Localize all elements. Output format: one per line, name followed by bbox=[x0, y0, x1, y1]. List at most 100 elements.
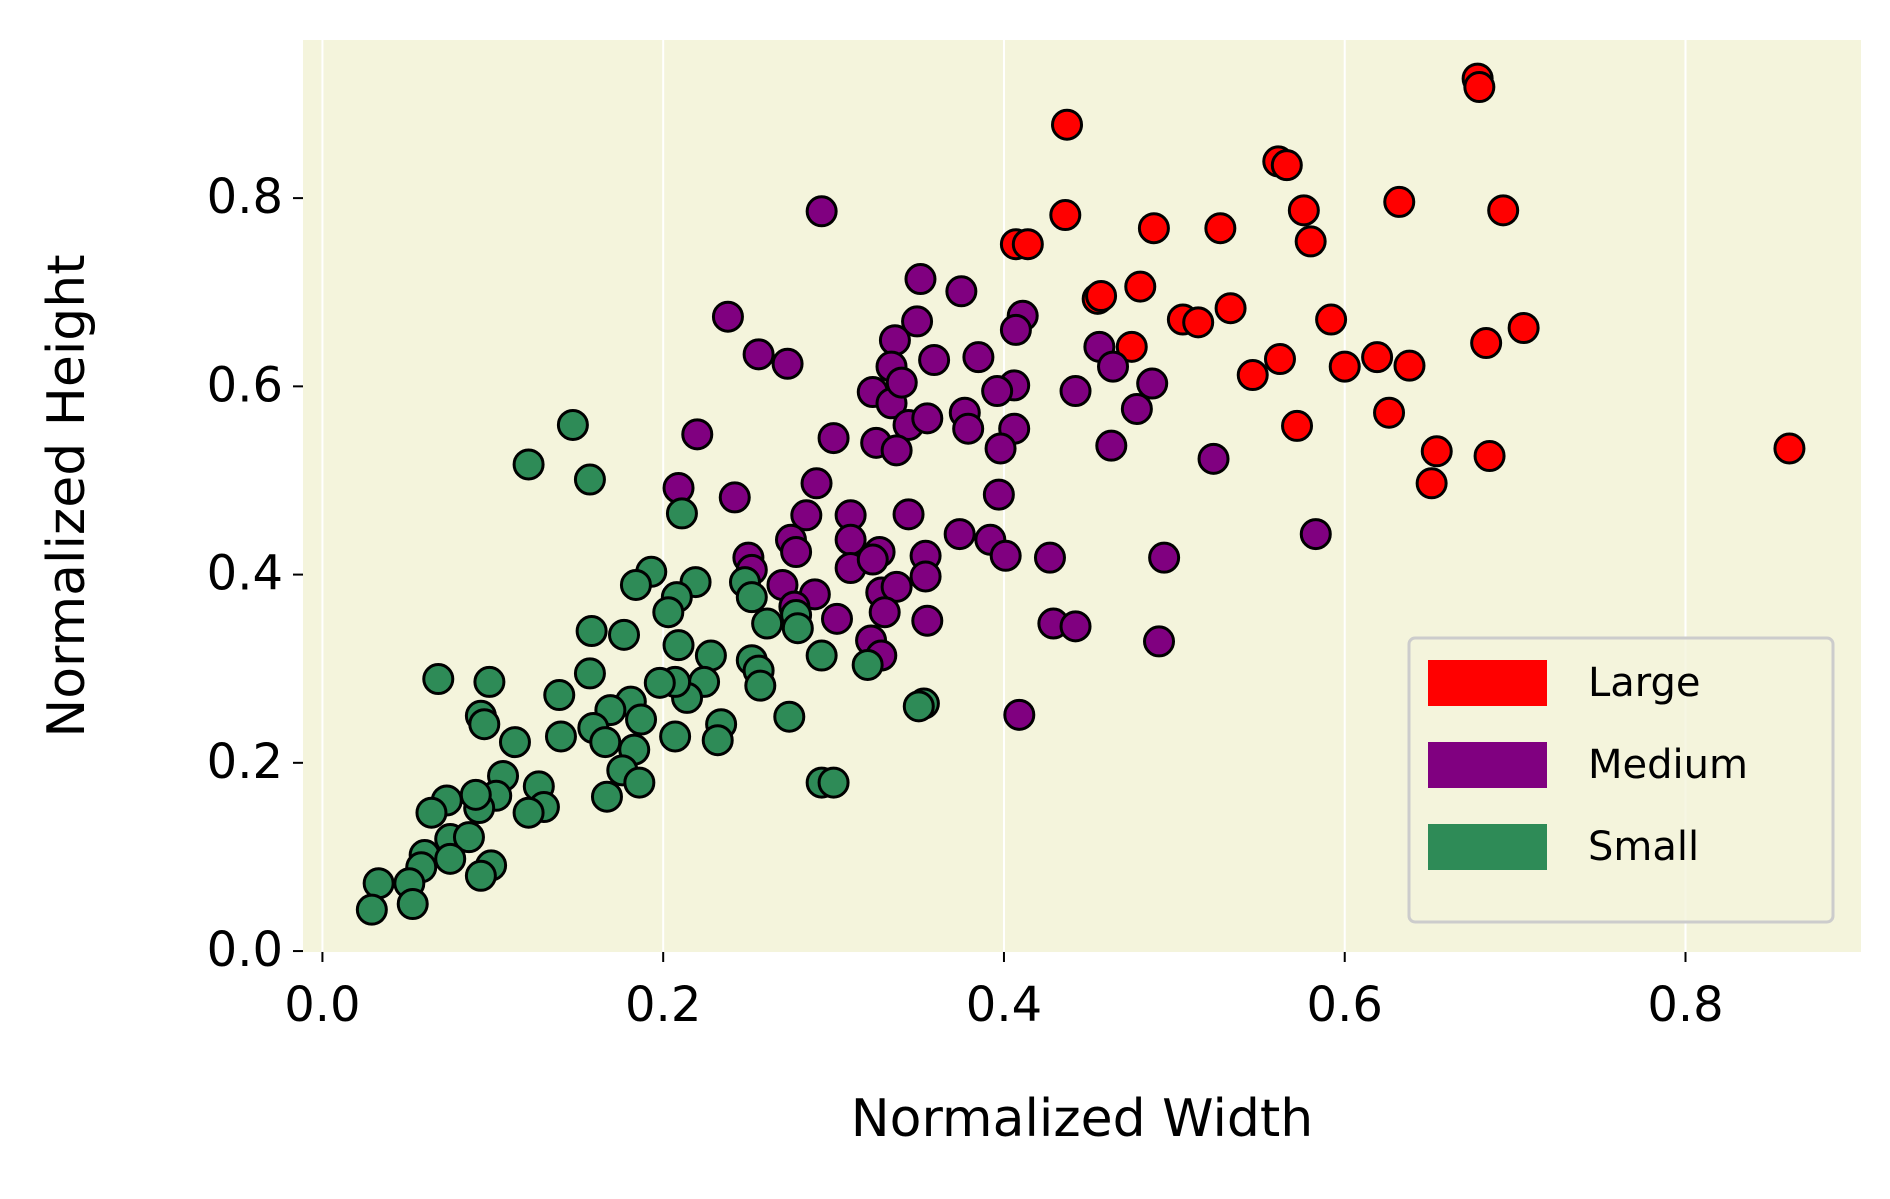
scatter-point bbox=[396, 888, 429, 920]
scatter-point bbox=[1383, 185, 1416, 218]
scatter-point bbox=[623, 766, 656, 799]
legend-label: Medium bbox=[1588, 742, 1748, 788]
scatter-point bbox=[362, 867, 395, 900]
legend-swatch bbox=[1428, 660, 1547, 706]
scatter-point bbox=[1281, 409, 1314, 442]
legend-swatch bbox=[1428, 742, 1547, 788]
scatter-point bbox=[468, 708, 501, 741]
scatter-point bbox=[1204, 212, 1237, 245]
scatter-point bbox=[1263, 343, 1296, 376]
y-tick-label: 0.2 bbox=[207, 734, 283, 790]
scatter-point bbox=[1773, 432, 1806, 465]
scatter-point bbox=[962, 341, 995, 374]
scatter-point bbox=[1473, 440, 1506, 472]
scatter-point bbox=[1095, 429, 1128, 462]
scatter-point bbox=[652, 596, 685, 629]
scatter-point bbox=[1328, 350, 1361, 383]
scatter-point bbox=[902, 690, 935, 723]
x-tick-label: 0.6 bbox=[1307, 977, 1383, 1033]
scatter-point bbox=[590, 780, 623, 813]
scatter-point bbox=[1115, 330, 1148, 363]
scatter-point bbox=[1361, 341, 1394, 374]
scatter-point bbox=[945, 275, 978, 308]
scatter-point bbox=[909, 560, 942, 593]
scatter-point bbox=[1214, 292, 1247, 325]
scatter-point bbox=[744, 669, 777, 702]
scatter-point bbox=[1003, 698, 1036, 731]
scatter-point bbox=[452, 821, 485, 854]
scatter-point bbox=[355, 893, 388, 926]
scatter-point bbox=[911, 402, 944, 435]
scatter-point bbox=[1315, 303, 1348, 336]
scatter-point bbox=[544, 720, 577, 753]
scatter-point bbox=[984, 432, 1017, 465]
scatter-point bbox=[911, 604, 944, 637]
scatter-point bbox=[1294, 225, 1327, 258]
scatter-point bbox=[880, 570, 913, 603]
scatter-point bbox=[434, 842, 467, 875]
scatter-point bbox=[473, 665, 506, 698]
x-axis-label: Normalized Width bbox=[851, 1089, 1314, 1149]
x-tick-label: 0.8 bbox=[1647, 977, 1723, 1033]
scatter-point bbox=[575, 615, 608, 648]
scatter-point bbox=[880, 434, 913, 467]
scatter-point bbox=[892, 498, 925, 531]
scatter-point bbox=[701, 724, 734, 757]
legend: Large Medium Small bbox=[1407, 636, 1835, 924]
scatter-point bbox=[780, 536, 813, 568]
scatter-point bbox=[742, 338, 775, 371]
scatter-point bbox=[608, 618, 641, 651]
scatter-point bbox=[904, 263, 937, 296]
scatter-point bbox=[573, 463, 606, 496]
scatter-point bbox=[1197, 442, 1230, 475]
y-tick-label: 0.8 bbox=[207, 169, 283, 225]
y-tick-label: 0.6 bbox=[207, 357, 283, 413]
scatter-point bbox=[1033, 541, 1066, 574]
x-tick-label: 0.4 bbox=[966, 977, 1042, 1033]
scatter-point bbox=[868, 596, 901, 629]
scatter-point bbox=[1143, 625, 1176, 658]
scatter-point bbox=[1059, 610, 1092, 643]
scatter-point bbox=[1097, 350, 1130, 383]
scatter-point bbox=[464, 859, 497, 892]
scatter-point bbox=[659, 720, 692, 753]
scatter-point bbox=[665, 497, 698, 530]
legend-label: Small bbox=[1588, 824, 1699, 870]
scatter-point bbox=[1487, 194, 1520, 227]
scatter-point bbox=[820, 602, 853, 635]
scatter-point bbox=[981, 375, 1014, 408]
scatter-point bbox=[694, 639, 727, 672]
scatter-point bbox=[952, 412, 985, 445]
scatter-point bbox=[1182, 306, 1215, 339]
scatter-point bbox=[1124, 270, 1157, 303]
x-tick-label: 0.0 bbox=[284, 977, 360, 1033]
scatter-point bbox=[1420, 435, 1453, 468]
scatter-point bbox=[422, 663, 455, 696]
scatter-point bbox=[773, 700, 806, 733]
scatter-point bbox=[589, 726, 622, 759]
y-axis-label: Normalized Height bbox=[37, 254, 97, 737]
y-tick-label: 0.0 bbox=[207, 922, 283, 978]
y-tick-label: 0.4 bbox=[207, 546, 283, 602]
scatter-point bbox=[1148, 541, 1181, 574]
scatter-point bbox=[1011, 228, 1044, 261]
scatter-point bbox=[625, 703, 658, 736]
scatter-point bbox=[1137, 212, 1170, 245]
scatter-point bbox=[1270, 149, 1303, 182]
scatter-point bbox=[415, 796, 448, 829]
scatter-point bbox=[1299, 518, 1332, 551]
scatter-point bbox=[1236, 359, 1269, 392]
scatter-point bbox=[999, 313, 1032, 346]
scatter-point bbox=[1463, 71, 1496, 104]
scatter-point bbox=[643, 666, 676, 699]
scatter-point bbox=[1049, 199, 1082, 232]
legend-label: Large bbox=[1588, 660, 1701, 706]
scatter-point bbox=[556, 408, 589, 441]
scatter-point bbox=[885, 366, 918, 399]
scatter-point bbox=[805, 639, 838, 672]
scatter-point bbox=[662, 629, 695, 662]
scatter-point bbox=[498, 726, 531, 759]
scatter-point bbox=[512, 448, 545, 481]
scatter-point bbox=[619, 568, 652, 601]
